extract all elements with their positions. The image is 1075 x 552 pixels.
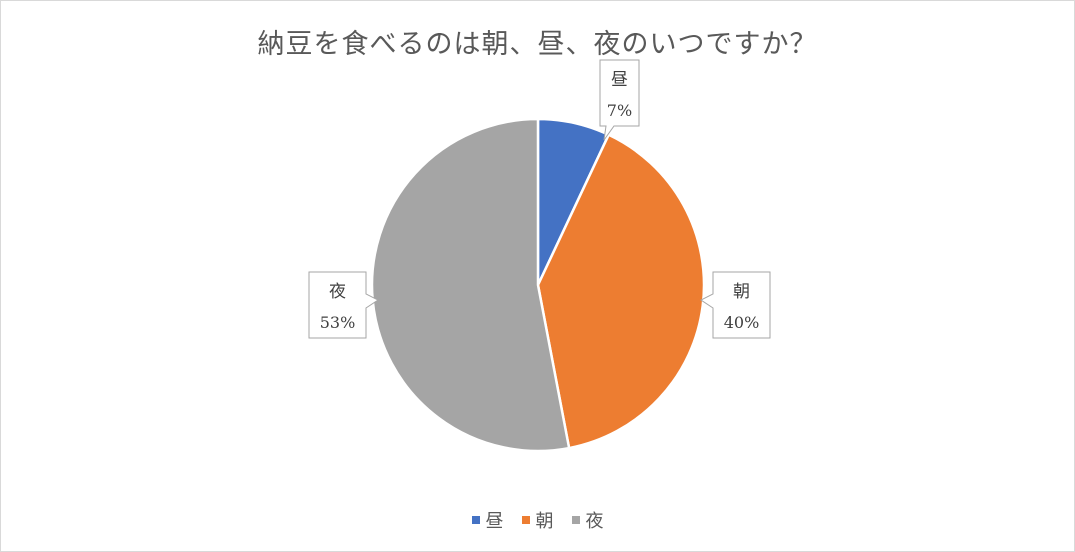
legend-swatch-asa — [521, 516, 530, 524]
data-label-box-hiru — [599, 59, 640, 141]
data-label-category-hiru: 昼 — [611, 70, 628, 90]
legend-label-yoru: 夜 — [585, 511, 604, 532]
chart-title: 納豆を食べるのは朝、昼、夜のいつですか？ — [257, 29, 818, 60]
data-label-category-yoru: 夜 — [329, 282, 346, 302]
data-label-category-asa: 朝 — [733, 282, 750, 302]
data-label-box-yoru — [308, 271, 379, 339]
legend-label-asa: 朝 — [535, 511, 554, 532]
legend-swatch-hiru — [471, 516, 480, 524]
legend: 昼 朝 夜 — [0, 507, 1075, 533]
legend-item-hiru: 昼 — [471, 507, 504, 533]
data-label-box-asa — [700, 271, 771, 339]
legend-label-hiru: 昼 — [485, 511, 504, 532]
data-label-hiru: 昼 7% — [599, 59, 640, 141]
data-label-value-hiru: 7% — [607, 101, 632, 120]
pie-slice-asa — [536, 133, 706, 450]
legend-item-yoru: 夜 — [571, 507, 604, 533]
data-label-yoru: 夜 53% — [308, 271, 379, 339]
data-label-asa: 朝 40% — [700, 271, 771, 339]
data-label-value-asa: 40% — [724, 313, 760, 332]
data-label-value-yoru: 53% — [320, 313, 356, 332]
legend-item-asa: 朝 — [521, 507, 554, 533]
legend-swatch-yoru — [571, 516, 580, 524]
